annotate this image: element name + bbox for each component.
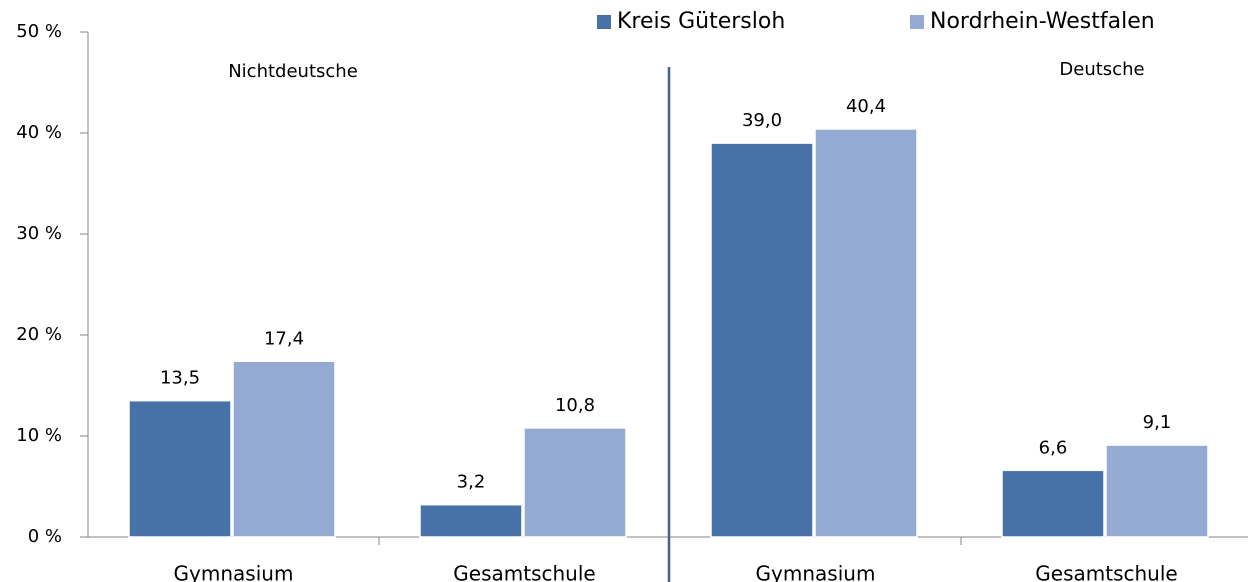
data-label: 39,0	[742, 110, 782, 131]
data-label: 13,5	[160, 368, 200, 389]
x-tick-label: Gymnasium	[174, 562, 294, 582]
legend-label: Nordrhein-Westfalen	[930, 9, 1155, 34]
legend-swatch	[597, 15, 611, 29]
y-tick-label: 40 %	[16, 122, 62, 143]
data-label: 17,4	[264, 328, 304, 349]
bar	[128, 399, 232, 538]
bar	[523, 427, 627, 538]
legend-swatch	[910, 15, 924, 29]
bar	[1105, 444, 1209, 538]
x-tick-label: Gesamtschule	[1035, 562, 1177, 582]
data-label: 6,6	[1039, 437, 1068, 458]
y-tick-label: 50 %	[16, 21, 62, 42]
y-tick-label: 30 %	[16, 223, 62, 244]
data-label: 3,2	[457, 472, 486, 493]
data-label: 9,1	[1143, 412, 1172, 433]
bar	[710, 142, 814, 538]
data-label: 40,4	[846, 96, 886, 117]
bar	[1001, 469, 1105, 538]
legend-label: Kreis Gütersloh	[617, 9, 785, 34]
group-label: Deutsche	[1059, 59, 1144, 80]
data-label: 10,8	[555, 395, 595, 416]
x-tick-label: Gymnasium	[756, 562, 876, 582]
bar	[814, 128, 918, 538]
y-tick-label: 10 %	[16, 425, 62, 446]
bar	[419, 503, 523, 538]
y-tick-label: 20 %	[16, 324, 62, 345]
group-label: Nichtdeutsche	[228, 61, 358, 82]
x-tick-label: Gesamtschule	[453, 562, 595, 582]
bar	[232, 360, 336, 538]
y-tick-label: 0 %	[28, 526, 62, 547]
